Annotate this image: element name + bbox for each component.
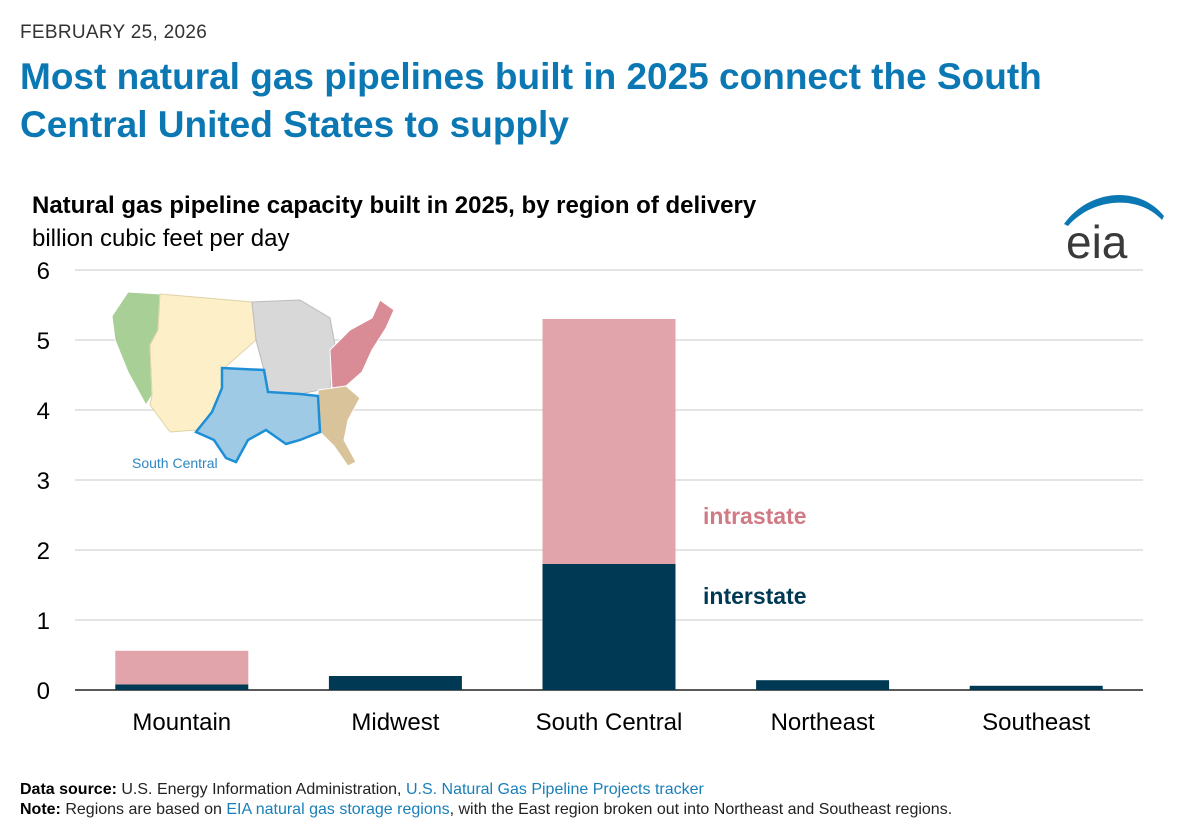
bar-interstate-northeast: [756, 680, 890, 690]
map-region-midwest: [251, 299, 337, 395]
map-region-southeast: [317, 385, 361, 467]
pipeline-projects-tracker-link[interactable]: U.S. Natural Gas Pipeline Projects track…: [405, 781, 704, 798]
bar-interstate-midwest: [328, 676, 462, 690]
chart-title: Natural gas pipeline capacity built in 2…: [32, 192, 757, 219]
headline: Most natural gas pipelines built in 2025…: [20, 56, 1042, 145]
y-tick-label: 2: [37, 538, 50, 565]
x-tick-label: Midwest: [351, 709, 439, 736]
chart-y-unit-label: billion cubic feet per day: [32, 225, 290, 252]
eia-logo[interactable]: eia: [1058, 186, 1168, 266]
x-tick-label: Mountain: [132, 709, 231, 736]
bar-intrastate-south-central: [542, 319, 676, 564]
map-region-northeast: [329, 299, 395, 389]
x-tick-label: Northeast: [771, 709, 875, 736]
y-tick-label: 4: [37, 398, 50, 425]
x-tick-label: South Central: [536, 709, 683, 736]
eia-logo-swoosh: [1064, 194, 1164, 226]
bars: [115, 319, 1103, 690]
bar-interstate-southeast: [969, 685, 1103, 690]
inset-us-map: South Central: [111, 291, 395, 471]
x-tick-label: Southeast: [982, 709, 1090, 736]
bar-interstate-mountain: [115, 684, 249, 690]
y-tick-label: 1: [37, 608, 50, 635]
footer-data-source: Data source: U.S. Energy Information Adm…: [20, 781, 704, 798]
annotation-interstate: interstate: [703, 583, 807, 609]
annotation-intrastate: intrastate: [703, 503, 807, 529]
x-axis-tick-labels: Mountain Midwest South Central Northeast Sou…: [132, 709, 1090, 736]
map-region-south-central: [194, 366, 322, 464]
y-tick-label: 6: [37, 258, 50, 285]
publish-date: FEBRUARY 25, 2026: [20, 22, 208, 43]
y-tick-label: 5: [37, 328, 50, 355]
map-label-south-central: South Central: [132, 455, 218, 471]
footer-note: Note: Regions are based on EIA natural g…: [20, 801, 953, 818]
bar-intrastate-mountain: [115, 650, 249, 685]
storage-regions-link[interactable]: EIA natural gas storage regions: [226, 801, 450, 818]
y-tick-label: 0: [37, 678, 50, 705]
eia-logo-text: eia: [1066, 216, 1128, 266]
bar-interstate-south-central: [542, 564, 676, 690]
y-axis-tick-labels: 0 1 2 3 4 5 6: [37, 258, 50, 705]
y-tick-label: 3: [37, 468, 50, 495]
